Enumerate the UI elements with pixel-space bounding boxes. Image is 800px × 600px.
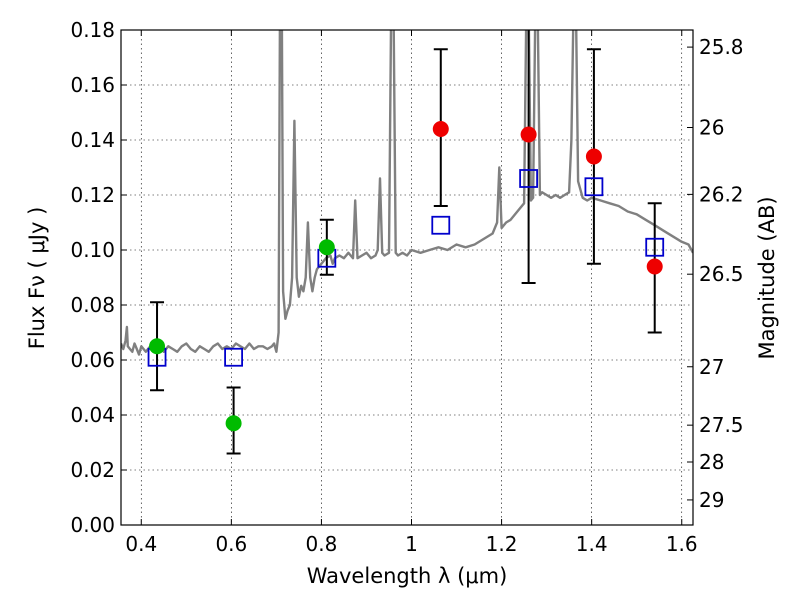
x-tick-label: 1.6 — [666, 532, 698, 556]
x-tick-label: 0.6 — [215, 532, 247, 556]
data-point — [585, 148, 602, 165]
data-point — [149, 338, 166, 355]
y-tick-label: 0.00 — [70, 513, 115, 537]
model-square — [519, 169, 539, 188]
y-tick-label: 0.12 — [70, 183, 115, 207]
data-point — [646, 258, 663, 275]
y2-tick-label: 26.2 — [699, 182, 744, 206]
x-tick-label: 0.8 — [306, 532, 338, 556]
model-square — [584, 177, 604, 197]
data-point — [432, 121, 449, 137]
y2-tick-label: 27.5 — [699, 413, 744, 437]
y-tick-label: 0.14 — [70, 128, 115, 152]
y2-tick-label: 29 — [699, 488, 724, 512]
spectrum-line — [121, 30, 693, 356]
y-tick-label: 0.04 — [70, 403, 115, 427]
x-axis-label: Wavelength λ (μm) — [307, 564, 508, 588]
spectrum-series — [121, 30, 693, 356]
grid-lines — [121, 29, 693, 526]
y-tick-labels: 0.00 0.02 0.04 0.06 0.08 0.10 0.12 0.14 0.16 0.18 — [70, 18, 115, 537]
y-tick-label: 0.06 — [70, 348, 115, 372]
y-tick-label: 0.10 — [70, 238, 115, 262]
x-tick-label: 1 — [405, 532, 418, 556]
y2-tick-label: 26.5 — [699, 262, 744, 286]
x-tick-label: 0.4 — [125, 532, 157, 556]
y-tick-label: 0.08 — [70, 293, 115, 317]
observed-photometry-series — [149, 121, 663, 432]
y2-tick-labels: 25.8 26 26.2 26.5 27 27.5 28 29 — [699, 35, 744, 512]
data-point — [225, 415, 242, 432]
y-tick-label: 0.02 — [70, 458, 115, 482]
y2-tick-label: 28 — [699, 450, 724, 474]
axis-ticks — [121, 29, 693, 526]
x-tick-label: 1.4 — [576, 532, 608, 556]
model-square — [224, 347, 243, 367]
error-bars — [150, 30, 662, 455]
x-tick-labels: 0.4 0.6 0.8 1 1.2 1.4 1.6 — [125, 532, 697, 556]
y-axis-label: Flux Fν ( μJy ) — [25, 207, 49, 350]
y-tick-label: 0.16 — [70, 73, 115, 97]
data-point — [520, 126, 537, 143]
y2-tick-label: 26 — [699, 116, 724, 140]
y2-tick-label: 27 — [699, 355, 724, 379]
data-point — [318, 239, 335, 256]
model-square — [431, 215, 451, 235]
model-square — [645, 237, 665, 257]
y-tick-label: 0.18 — [70, 18, 115, 42]
x-tick-label: 1.2 — [486, 532, 518, 556]
y2-axis-label: Magnitude (AB) — [755, 196, 779, 359]
plot-frame — [120, 29, 694, 526]
y2-tick-label: 25.8 — [699, 35, 744, 59]
